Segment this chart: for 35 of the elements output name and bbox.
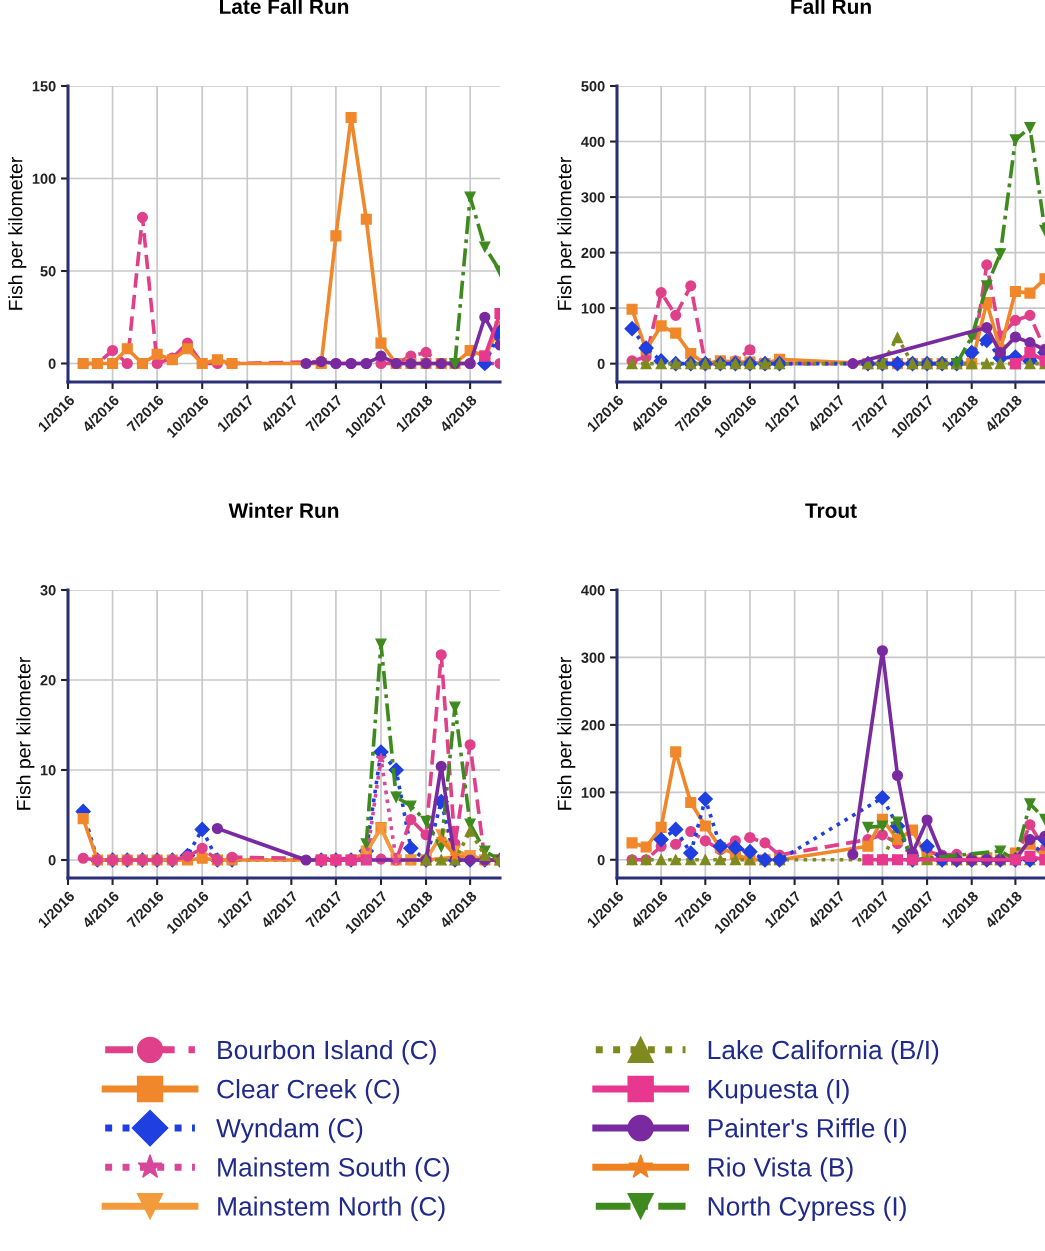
y-tick-label: 0 [48,855,56,866]
y-tick-label: 0 [597,358,605,370]
y-tick-label: 30 [40,585,56,596]
chart-title: Trout [805,503,857,518]
y-tick-label: 400 [581,585,605,596]
y-tick-label: 300 [581,652,605,663]
y-axis-title: Fish per kilometer [557,657,576,810]
legend-label: Mainstem North (C) [218,1196,445,1221]
y-axis-title: Fish per kilometer [557,157,576,310]
y-tick-label: 100 [581,303,605,314]
y-tick-label: 0 [597,854,605,866]
y-tick-label: 10 [40,765,56,776]
legend-label: Kupuesta (I) [708,1079,849,1104]
legend-label: Bourbon Island (C) [218,1039,436,1065]
chart-title: Winter Run [228,502,339,518]
legend-label: Clear Creek (C) [217,1079,400,1104]
y-tick-label: 150 [32,81,56,92]
legend-label: Wyndam (C) [216,1118,363,1143]
legend-label: Rio Vista (B) [708,1157,853,1182]
y-tick-label: 200 [581,247,605,259]
legend-label: Painter's Riffle (I) [708,1118,907,1143]
legend-label: Lake California (B/I) [708,1039,939,1065]
y-axis-title: Fish per kilometer [16,657,35,810]
y-tick-label: 400 [581,136,605,147]
y-tick-label: 300 [581,192,605,203]
y-tick-label: 20 [40,675,56,686]
y-tick-label: 50 [40,266,56,277]
y-tick-label: 100 [32,173,56,184]
y-tick-label: 500 [581,81,605,92]
y-tick-label: 100 [581,787,605,798]
legend-label: North Cypress (I) [708,1196,906,1221]
y-axis-title: Fish per kilometer [8,157,27,310]
y-tick-label: 200 [581,720,605,731]
legend-label: Mainstem South (C) [218,1157,450,1182]
y-tick-label: 0 [48,358,56,369]
